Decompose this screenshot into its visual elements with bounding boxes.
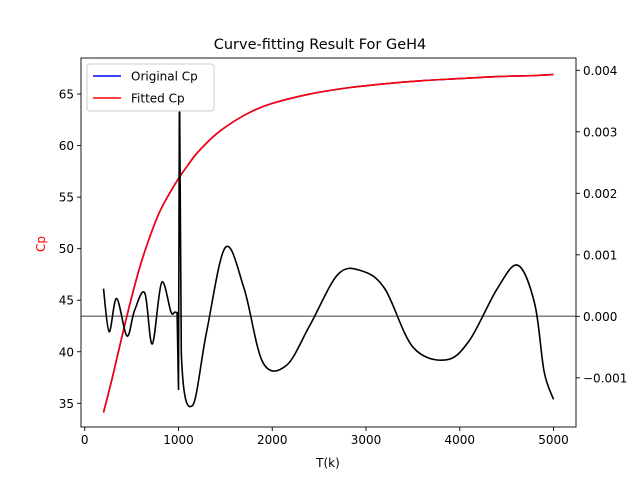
x-axis-label: T(k) [315,456,340,470]
y-left-tick-label: 55 [59,191,74,205]
y-right-tick-label: 0.004 [583,64,617,78]
plot-frame [80,57,577,428]
series-line-fit-error [102,76,555,408]
axes: 0 1000 2000 3000 4000 5000 35 40 45 50 55 60 65 −0.00… [59,57,627,447]
x-tick-label: 4000 [444,433,475,447]
y-left-tick-label: 65 [59,88,74,102]
plot-area [81,73,576,413]
legend-label-fitted-cp: Fitted Cp [131,92,185,106]
series-line-fitted-cp [102,73,554,413]
x-tick-label: 5000 [538,433,569,447]
x-tick-label: 2000 [257,433,288,447]
y-left-tick-label: 45 [59,294,74,308]
y-left-tick-label: 35 [59,397,74,411]
x-tick-label: 0 [81,433,89,447]
y-right-tick-label: 0.001 [583,248,617,262]
legend-label-original-cp: Original Cp [131,70,198,84]
y-right-tick-label: 0.000 [583,310,617,324]
y-right-tick-label: 0.002 [583,187,617,201]
y-left-tick-label: 50 [59,242,74,256]
y-right-tick-label: 0.003 [583,125,617,139]
x-tick-label: 1000 [163,433,194,447]
y-left-tick-label: 40 [59,345,74,359]
y-axis-label-left: Cp [34,236,48,252]
y-right-tick-label: −0.001 [583,371,627,385]
y-left-tick-label: 60 [59,139,74,153]
chart-title: Curve-fitting Result For GeH4 [214,37,427,53]
legend: Original Cp Fitted Cp [86,63,215,112]
x-tick-label: 3000 [351,433,382,447]
